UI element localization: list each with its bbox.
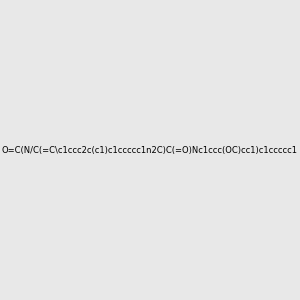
Text: O=C(N/C(=C\c1ccc2c(c1)c1ccccc1n2C)C(=O)Nc1ccc(OC)cc1)c1ccccc1: O=C(N/C(=C\c1ccc2c(c1)c1ccccc1n2C)C(=O)N… xyxy=(2,146,298,154)
